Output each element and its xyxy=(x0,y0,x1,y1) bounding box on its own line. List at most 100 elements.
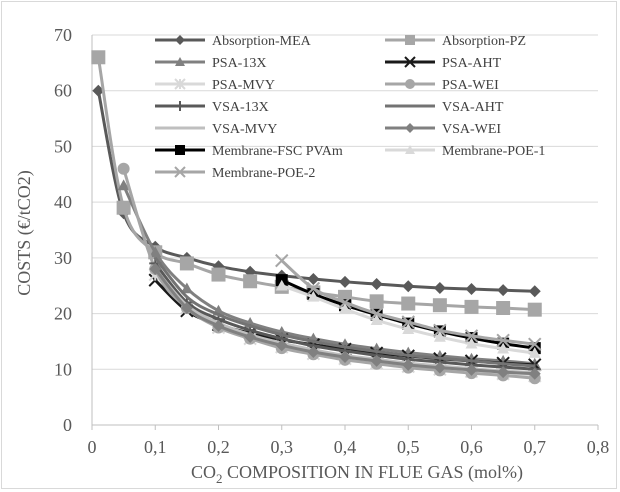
data-point xyxy=(244,330,257,343)
data-point xyxy=(402,358,415,371)
data-point xyxy=(432,298,447,313)
x-axis-title-text: COMPOSITION IN FLUE GAS (mol%) xyxy=(227,462,523,483)
data-point xyxy=(307,290,320,302)
data-point xyxy=(528,285,541,298)
legend: Absorption-MEA Absorption-PZ PSA-13X PSA-AH… xyxy=(155,34,545,181)
legend-item: Membrane-POE-2 xyxy=(155,166,315,181)
legend-label: Absorption-PZ xyxy=(442,34,526,49)
data-point xyxy=(497,366,510,379)
axes xyxy=(91,35,599,430)
data-point xyxy=(116,200,131,215)
legend-item: PSA-MVY xyxy=(155,78,275,93)
data-point xyxy=(402,323,415,334)
data-point xyxy=(404,56,416,68)
data-point xyxy=(401,296,416,311)
data-point xyxy=(497,342,510,354)
series-vsa-aht xyxy=(154,256,535,368)
data-point xyxy=(212,319,225,332)
series-line xyxy=(96,90,535,293)
y-tick-label: 10 xyxy=(54,359,72,379)
legend-item: PSA-AHT xyxy=(385,56,502,71)
data-point xyxy=(149,246,162,258)
data-point xyxy=(179,256,194,271)
data-point xyxy=(174,166,186,178)
series-vsa-wei xyxy=(149,263,541,380)
x-axis-title: CO2 COMPOSITION IN FLUE GAS (mol%) xyxy=(191,462,523,486)
series-line xyxy=(154,256,535,368)
data-point xyxy=(175,57,185,66)
series-absorption-mea xyxy=(92,84,541,298)
data-point xyxy=(405,123,415,133)
data-point xyxy=(433,330,446,342)
x-tick-label: 0,2 xyxy=(207,437,230,457)
data-point xyxy=(433,281,446,294)
data-point xyxy=(465,337,478,349)
data-point xyxy=(496,301,511,315)
legend-label: VSA-WEI xyxy=(442,122,501,137)
x-axis-title-subscript: 2 xyxy=(216,471,223,486)
data-point xyxy=(405,145,415,154)
data-point xyxy=(275,279,288,291)
legend-item: VSA-13X xyxy=(155,100,269,115)
y-tick-label: 60 xyxy=(54,81,72,101)
y-tick-labels: 0 10 20 30 40 50 60 70 xyxy=(54,25,72,435)
data-point xyxy=(307,346,320,359)
data-point xyxy=(464,299,479,314)
x-tick-labels: 0 0,1 0,2 0,3 0,4 0,5 0,6 0,7 0,8 xyxy=(88,437,610,457)
legend-item: Membrane-POE-1 xyxy=(385,144,545,159)
series-line xyxy=(96,57,535,312)
legend-label: Absorption-MEA xyxy=(212,34,312,49)
legend-item: VSA-AHT xyxy=(385,100,504,115)
data-point xyxy=(307,273,320,286)
legend-label: PSA-MVY xyxy=(212,78,275,93)
data-point xyxy=(527,302,542,317)
legend-item: Membrane-FSC PVAm xyxy=(155,144,343,159)
y-tick-label: 40 xyxy=(54,192,72,212)
data-point xyxy=(405,79,415,89)
data-point xyxy=(464,329,479,343)
data-point xyxy=(465,363,478,376)
data-point xyxy=(149,263,162,275)
legend-label: PSA-AHT xyxy=(442,56,502,71)
data-point xyxy=(433,323,447,337)
data-point xyxy=(339,351,351,364)
legend-label: PSA-WEI xyxy=(442,78,499,93)
y-tick-label: 50 xyxy=(54,136,72,156)
legend-label: Membrane-FSC PVAm xyxy=(212,144,343,159)
data-point xyxy=(306,281,321,296)
data-point xyxy=(117,162,130,175)
data-point xyxy=(369,306,384,321)
x-tick-label: 0 xyxy=(88,437,97,457)
legend-item: VSA-WEI xyxy=(385,122,501,137)
x-axis-title-prefix: CO xyxy=(191,462,216,482)
data-point xyxy=(175,35,185,45)
series-psa-wei xyxy=(117,162,541,385)
data-point xyxy=(175,145,185,155)
data-point xyxy=(92,84,105,97)
x-tick-label: 0,6 xyxy=(460,437,483,457)
x-tick-label: 0,7 xyxy=(524,437,547,457)
data-point xyxy=(339,303,351,314)
y-tick-label: 30 xyxy=(54,248,72,268)
legend-label: VSA-AHT xyxy=(442,100,504,115)
data-point xyxy=(369,294,384,309)
series-membrane-poe-1 xyxy=(275,279,541,358)
data-point xyxy=(528,337,542,351)
legend-item: PSA-WEI xyxy=(385,78,499,93)
x-tick-label: 0,8 xyxy=(587,437,610,457)
legend-item: Absorption-MEA xyxy=(155,34,312,49)
legend-label: Membrane-POE-2 xyxy=(212,166,315,181)
y-tick-label: 0 xyxy=(63,415,72,435)
data-point xyxy=(91,50,106,65)
data-point xyxy=(465,283,478,296)
legend-item: Absorption-PZ xyxy=(385,34,526,49)
data-point xyxy=(405,35,415,45)
legend-label: VSA-13X xyxy=(212,100,269,115)
x-tick-label: 0,3 xyxy=(271,437,294,457)
data-point xyxy=(370,314,383,326)
data-point xyxy=(211,267,226,282)
data-point xyxy=(175,101,185,111)
data-point xyxy=(174,78,186,90)
